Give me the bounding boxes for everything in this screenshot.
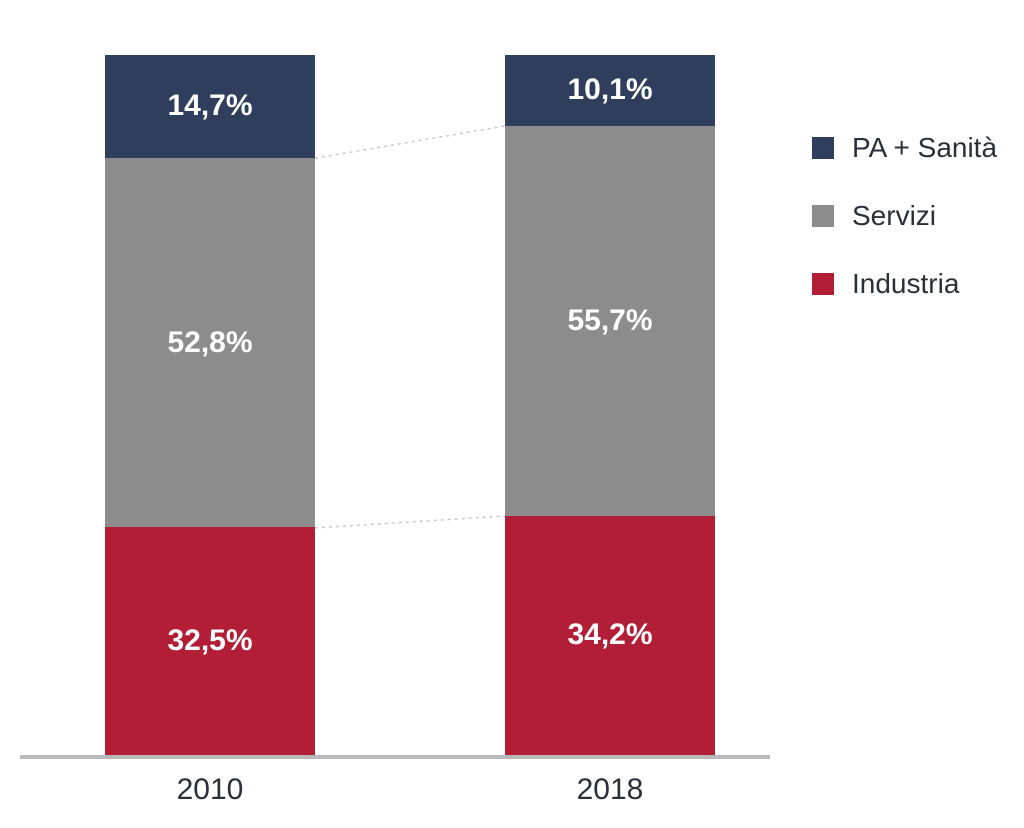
bar-2010: 14,7% 52,8% 32,5%: [105, 55, 315, 755]
segment-label: 14,7%: [167, 89, 252, 123]
legend: PA + Sanità Servizi Industria: [812, 132, 997, 336]
segment-label: 52,8%: [167, 326, 252, 360]
segment-2018-pa-sanita: 10,1%: [505, 55, 715, 126]
legend-label: Industria: [852, 268, 959, 300]
legend-swatch: [812, 137, 834, 159]
legend-swatch: [812, 205, 834, 227]
segment-2018-servizi: 55,7%: [505, 126, 715, 516]
segment-label: 55,7%: [567, 304, 652, 338]
legend-item-servizi: Servizi: [812, 200, 997, 232]
bar-2018: 10,1% 55,7% 34,2%: [505, 55, 715, 755]
legend-label: PA + Sanità: [852, 132, 997, 164]
segment-2010-industria: 32,5%: [105, 527, 315, 755]
x-axis-baseline: [20, 755, 770, 759]
x-axis-label-2010: 2010: [105, 773, 315, 807]
x-axis-label-2018: 2018: [505, 773, 715, 807]
segment-label: 10,1%: [567, 73, 652, 107]
segment-2010-pa-sanita: 14,7%: [105, 55, 315, 158]
legend-item-industria: Industria: [812, 268, 997, 300]
stacked-bar-chart: 14,7% 52,8% 32,5% 10,1% 55,7% 34,2% 2010…: [0, 0, 1024, 828]
legend-swatch: [812, 273, 834, 295]
legend-label: Servizi: [852, 200, 936, 232]
segment-label: 34,2%: [567, 618, 652, 652]
connector-top: [315, 124, 505, 160]
legend-item-pa-sanita: PA + Sanità: [812, 132, 997, 164]
segment-2018-industria: 34,2%: [505, 516, 715, 755]
segment-2010-servizi: 52,8%: [105, 158, 315, 528]
connector-mid: [315, 514, 505, 530]
segment-label: 32,5%: [167, 624, 252, 658]
